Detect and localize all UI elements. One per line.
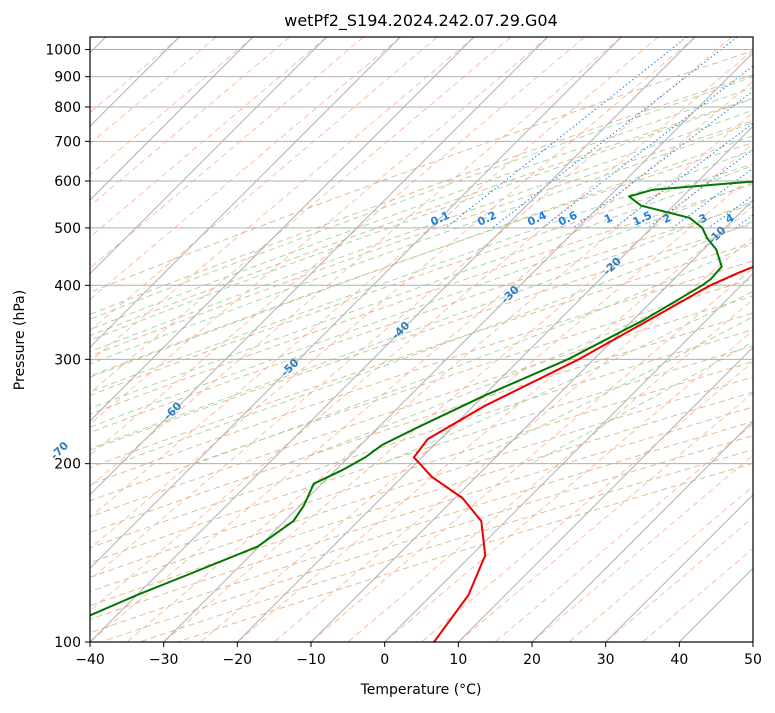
- y-tick-label: 500: [54, 221, 81, 237]
- y-axis-title: Pressure (hPa): [12, 290, 28, 390]
- y-tick-label: 400: [54, 278, 81, 294]
- y-tick-label: 900: [54, 70, 81, 86]
- x-tick-label: −40: [75, 652, 105, 668]
- x-tick-label: 10: [449, 652, 467, 668]
- y-tick-label: 800: [54, 100, 81, 116]
- y-tick-label: 300: [54, 352, 81, 368]
- y-tick-label: 600: [54, 174, 81, 190]
- x-axis-title: Temperature (°C): [360, 682, 482, 698]
- x-tick-label: 30: [597, 652, 615, 668]
- x-tick-label: −10: [296, 652, 326, 668]
- x-tick-label: 50: [744, 652, 762, 668]
- y-tick-label: 700: [54, 134, 81, 150]
- y-tick-label: 100: [54, 635, 81, 651]
- chart-title: wetPf2_S194.2024.242.07.29.G04: [284, 11, 558, 31]
- y-tick-label: 1000: [45, 43, 81, 59]
- x-tick-label: 20: [523, 652, 541, 668]
- x-tick-label: −30: [149, 652, 179, 668]
- x-tick-label: 0: [380, 652, 389, 668]
- x-tick-label: 40: [670, 652, 688, 668]
- y-tick-label: 200: [54, 457, 81, 473]
- x-tick-label: −20: [223, 652, 253, 668]
